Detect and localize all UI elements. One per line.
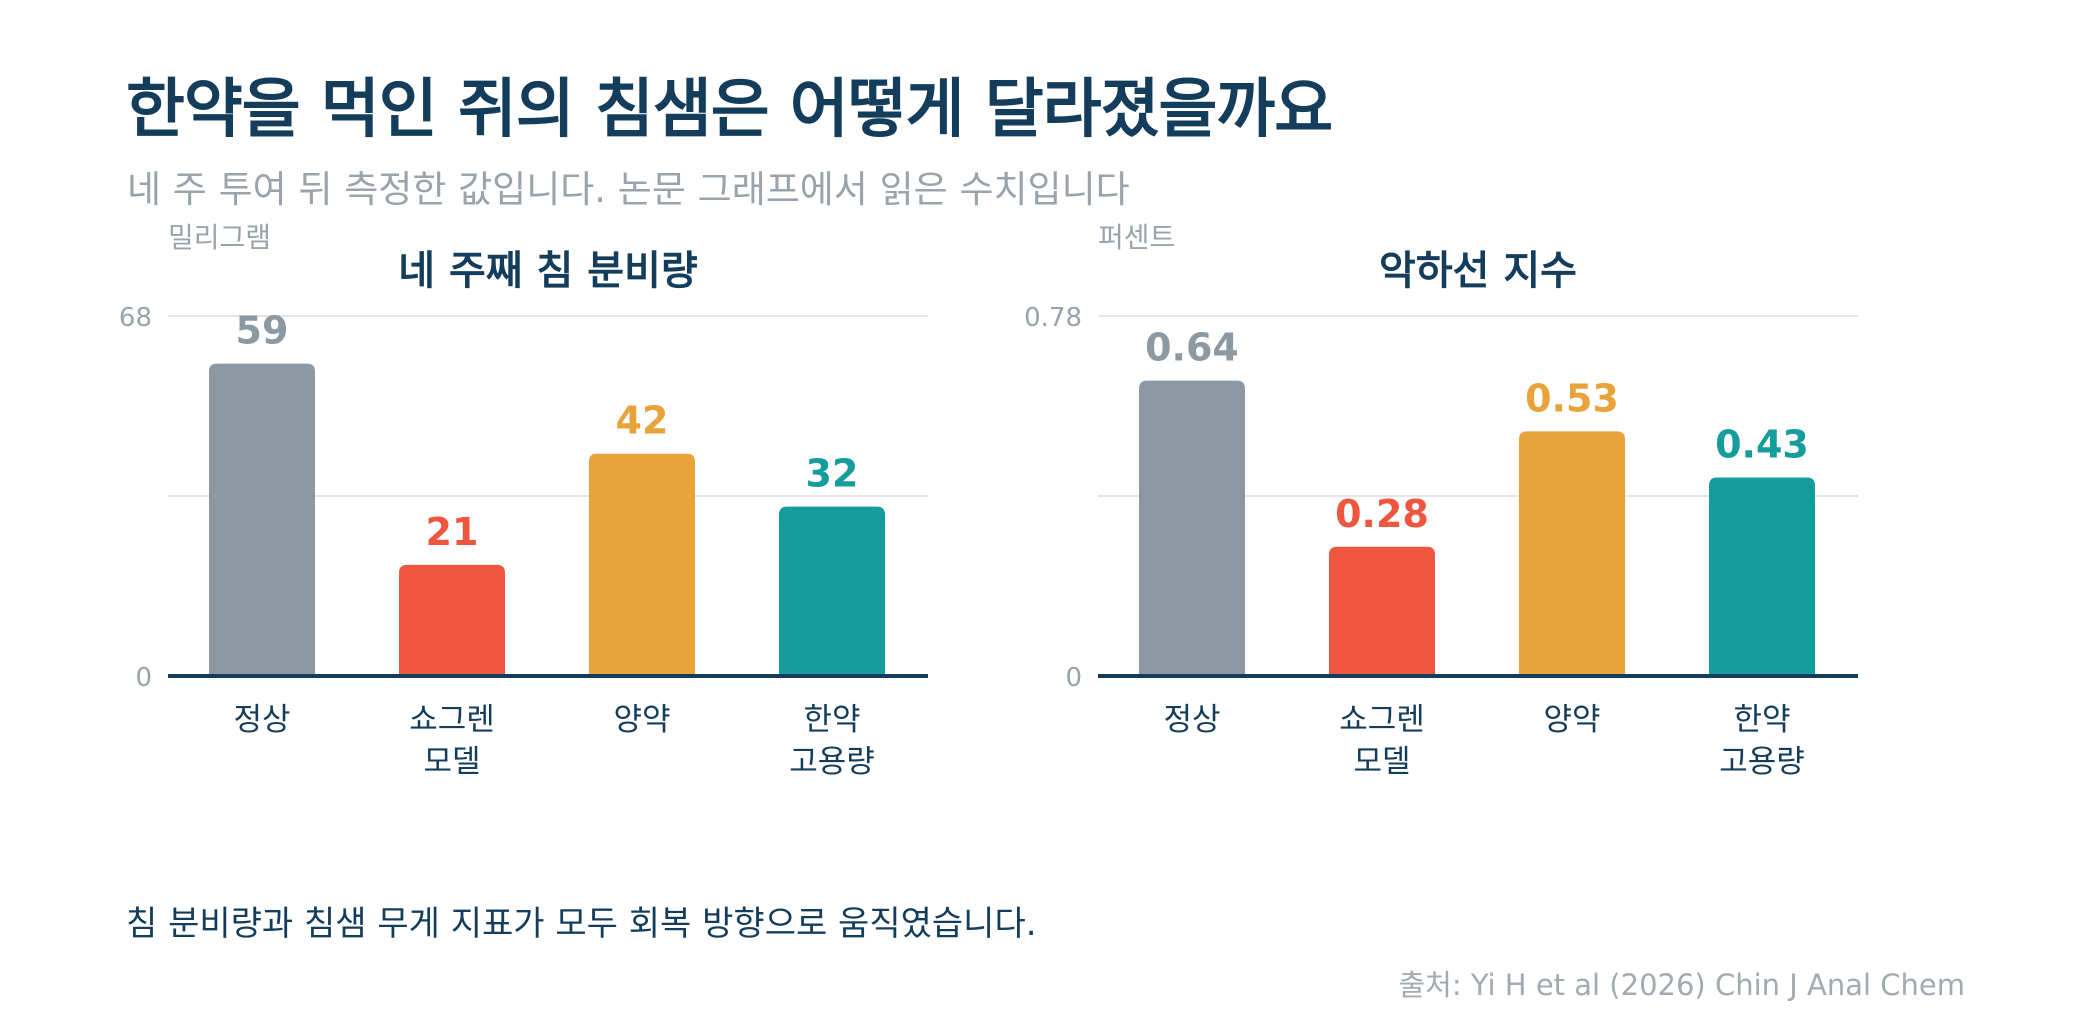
page-title: 한약을 먹인 쥐의 침샘은 어떻게 달라졌을까요: [126, 73, 1333, 147]
x-tick-label-line: 고용량: [1719, 744, 1805, 780]
x-tick-label: 양약: [613, 702, 670, 738]
bar: [209, 363, 315, 676]
y-axis-label: 밀리그램: [168, 221, 271, 254]
y-tick-label: 0: [1065, 663, 1082, 693]
bar: [1709, 477, 1815, 676]
x-tick-label-line: 정상: [233, 702, 290, 738]
x-tick-label: 정상: [233, 702, 290, 738]
x-tick-label-line: 양약: [613, 702, 670, 738]
bar-value-label: 0.28: [1335, 492, 1429, 536]
y-tick-label: 68: [119, 303, 152, 333]
bar-value-label: 0.64: [1145, 326, 1239, 370]
x-tick-label-line: 쇼그렌: [409, 702, 495, 738]
source-note: 출처: Yi H et al (2026) Chin J Anal Chem: [1398, 968, 1966, 1002]
y-tick-label: 0: [135, 663, 152, 693]
takeaway-text: 침 분비량과 침샘 무게 지표가 모두 회복 방향으로 움직였습니다.: [126, 904, 1037, 944]
bar-value-label: 42: [616, 399, 669, 443]
x-tick-label: 정상: [1163, 702, 1220, 738]
bar-value-label: 32: [806, 452, 859, 496]
x-tick-label-line: 모델: [423, 744, 480, 780]
bar-value-label: 59: [236, 309, 289, 353]
bar: [1329, 546, 1435, 676]
y-tick-label: 0.78: [1024, 303, 1082, 333]
bar-value-label: 0.43: [1715, 423, 1809, 467]
x-tick-label-line: 쇼그렌: [1339, 702, 1425, 738]
bar-value-label: 21: [426, 510, 479, 554]
x-tick-label-line: 양약: [1543, 702, 1600, 738]
chart-title: 악하선 지수: [1379, 248, 1577, 294]
y-axis-label: 퍼센트: [1098, 221, 1175, 254]
x-tick-label-line: 한약: [1733, 702, 1790, 738]
x-tick-label-line: 고용량: [789, 744, 875, 780]
page-subtitle: 네 주 투여 뒤 측정한 값입니다. 논문 그래프에서 읽은 수치입니다: [127, 168, 1130, 211]
x-tick-label-line: 모델: [1353, 744, 1410, 780]
bar: [779, 506, 885, 676]
chart-title: 네 주째 침 분비량: [398, 248, 698, 294]
x-tick-label-line: 정상: [1163, 702, 1220, 738]
bar: [1139, 380, 1245, 676]
bar: [399, 564, 505, 676]
bar: [1519, 431, 1625, 676]
bar-value-label: 0.53: [1525, 376, 1619, 420]
bar: [589, 453, 695, 676]
x-tick-label: 양약: [1543, 702, 1600, 738]
x-tick-label-line: 한약: [803, 702, 860, 738]
